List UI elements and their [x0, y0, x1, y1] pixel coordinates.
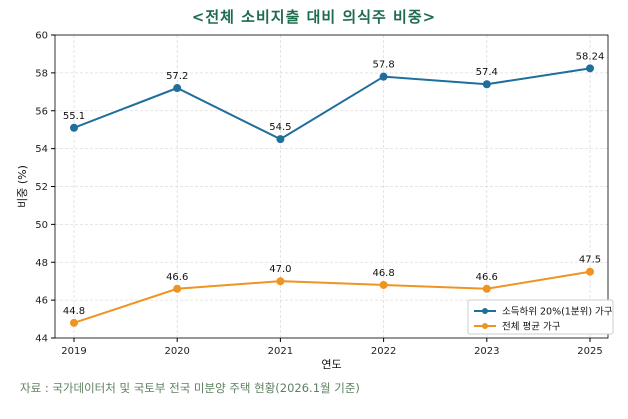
- y-tick-label: 54: [35, 144, 48, 155]
- series-line: [73, 270, 591, 324]
- y-tick-label: 56: [35, 106, 48, 117]
- data-label: 46.6: [166, 272, 188, 283]
- data-point: [586, 267, 594, 276]
- data-point: [70, 123, 78, 132]
- data-label: 46.6: [476, 272, 498, 283]
- legend-label: 소득하위 20%(1분위) 가구: [502, 306, 613, 318]
- y-tick-label: 58: [35, 68, 48, 79]
- y-axis-label: 비중 (%): [16, 165, 29, 208]
- y-tick-label: 50: [35, 220, 48, 231]
- data-point: [70, 318, 78, 327]
- data-label: 55.1: [63, 111, 85, 122]
- y-tick-label: 52: [35, 182, 48, 193]
- x-tick-label: 2019: [61, 346, 86, 357]
- x-tick-label: 2025: [577, 346, 602, 357]
- data-point: [379, 280, 388, 289]
- data-point: [482, 284, 491, 293]
- data-point: [276, 135, 285, 144]
- y-tick-label: 60: [35, 31, 48, 42]
- data-label: 57.8: [372, 60, 394, 71]
- data-label: 47.0: [269, 264, 291, 275]
- legend-marker: [482, 323, 488, 329]
- plot-frame: [54, 34, 609, 339]
- x-tick-label: 2020: [164, 346, 189, 357]
- x-tick-label: 2021: [268, 346, 293, 357]
- x-tick-label: 2023: [474, 346, 499, 357]
- legend-label: 전체 평균 가구: [502, 322, 561, 333]
- legend: [467, 299, 614, 335]
- data-point: [276, 277, 285, 286]
- y-tick-label: 46: [35, 296, 48, 307]
- y-tick-label: 44: [35, 334, 48, 345]
- data-point: [586, 64, 594, 73]
- x-tick-label: 2022: [371, 346, 396, 357]
- data-label: 44.8: [63, 306, 85, 317]
- data-label: 58.24: [576, 51, 605, 62]
- source-note: 자료 : 국가데이터처 및 국토부 전국 미분양 주택 현황(2026.1월 기…: [20, 381, 360, 395]
- data-label: 57.4: [476, 67, 498, 78]
- y-tick-label: 48: [35, 258, 48, 269]
- series-line: [73, 67, 591, 141]
- data-point: [379, 72, 388, 81]
- data-point: [482, 80, 491, 89]
- data-point: [173, 284, 182, 293]
- data-label: 46.8: [372, 268, 394, 279]
- legend-marker: [482, 308, 488, 314]
- data-point: [173, 84, 182, 93]
- data-label: 54.5: [269, 122, 291, 133]
- data-label: 57.2: [166, 71, 188, 82]
- chart-title: <전체 소비지출 대비 의식주 비중>: [191, 8, 437, 26]
- data-label: 47.5: [579, 255, 601, 266]
- x-axis-label: 연도: [321, 358, 341, 371]
